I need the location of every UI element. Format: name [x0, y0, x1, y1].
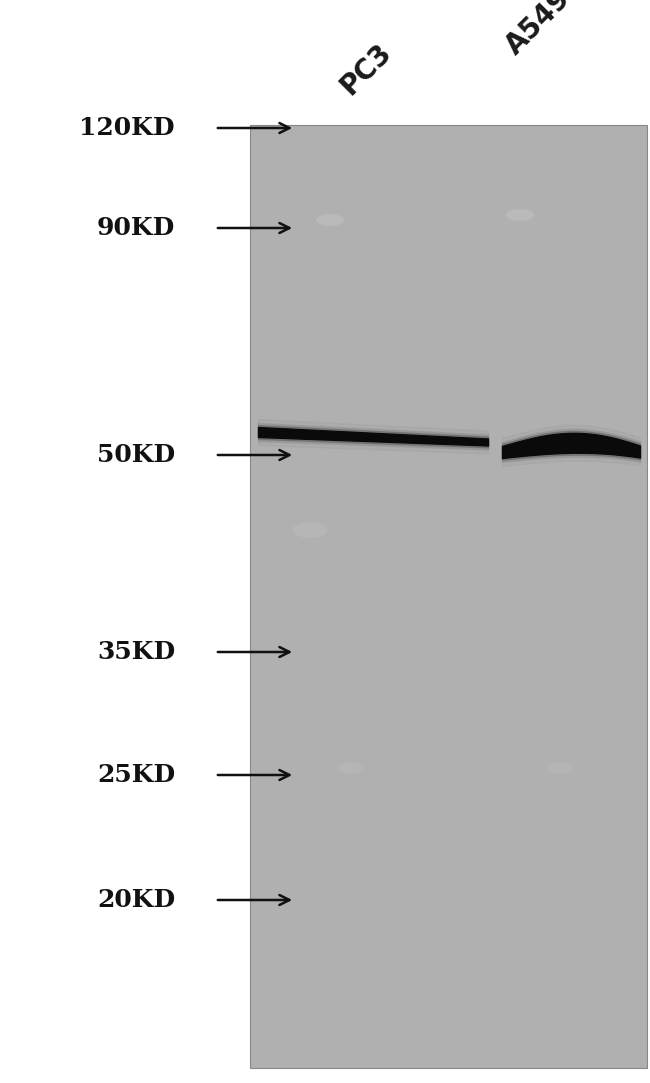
Text: A549: A549	[500, 0, 577, 60]
Ellipse shape	[506, 209, 534, 221]
Text: PC3: PC3	[335, 38, 397, 100]
Bar	[250, 125, 647, 1068]
Ellipse shape	[316, 214, 344, 226]
Text: 120KD: 120KD	[79, 116, 175, 140]
Text: 50KD: 50KD	[97, 443, 175, 467]
Ellipse shape	[337, 762, 363, 774]
Ellipse shape	[547, 762, 573, 774]
Text: 35KD: 35KD	[97, 640, 175, 664]
Text: 25KD: 25KD	[97, 764, 175, 787]
Ellipse shape	[292, 522, 328, 538]
Text: 20KD: 20KD	[97, 888, 175, 912]
Text: 90KD: 90KD	[97, 216, 175, 240]
